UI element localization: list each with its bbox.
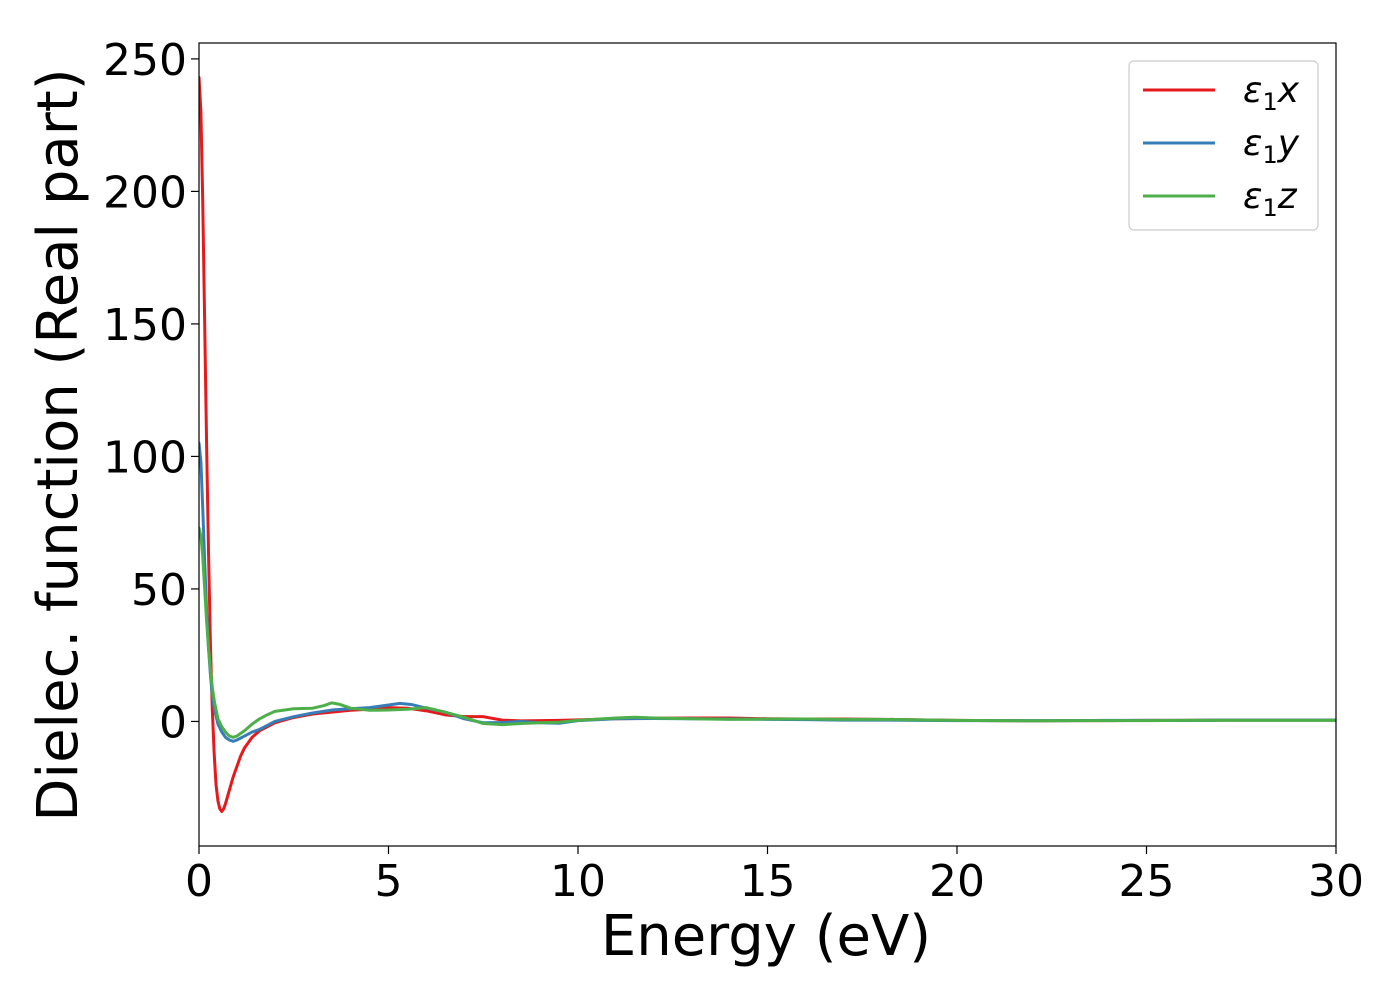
y-axis: 0 50 100 150 200 250 — [103, 35, 199, 748]
series-line-y — [199, 441, 1336, 743]
y-tick-label: 50 — [131, 565, 187, 616]
y-tick-label: 250 — [103, 35, 187, 86]
x-tick-label: 30 — [1308, 856, 1364, 907]
x-tick-label: 5 — [375, 856, 403, 907]
x-tick-label: 25 — [1119, 856, 1175, 907]
series-line-z — [199, 526, 1336, 739]
y-tick-label: 200 — [103, 167, 187, 218]
legend-label-z: ε1z — [1243, 176, 1298, 222]
x-axis: 0 5 10 15 20 25 30 — [185, 846, 1364, 907]
x-axis-label: Energy (eV) — [601, 904, 931, 969]
x-tick-label: 15 — [740, 856, 796, 907]
series-lines — [199, 75, 1336, 814]
y-axis-label: Dielec. function (Real part) — [26, 68, 91, 821]
x-tick-label: 20 — [929, 856, 985, 907]
y-tick-label: 100 — [103, 432, 187, 483]
y-tick-label: 0 — [159, 697, 187, 748]
y-tick-label: 150 — [103, 300, 187, 351]
legend: ε1x ε1y ε1z — [1128, 60, 1319, 231]
x-tick-label: 0 — [185, 856, 213, 907]
x-tick-label: 10 — [550, 856, 606, 907]
legend-label-x: ε1x — [1243, 70, 1300, 116]
legend-label-y: ε1y — [1243, 123, 1300, 169]
legend-box — [1128, 60, 1319, 231]
